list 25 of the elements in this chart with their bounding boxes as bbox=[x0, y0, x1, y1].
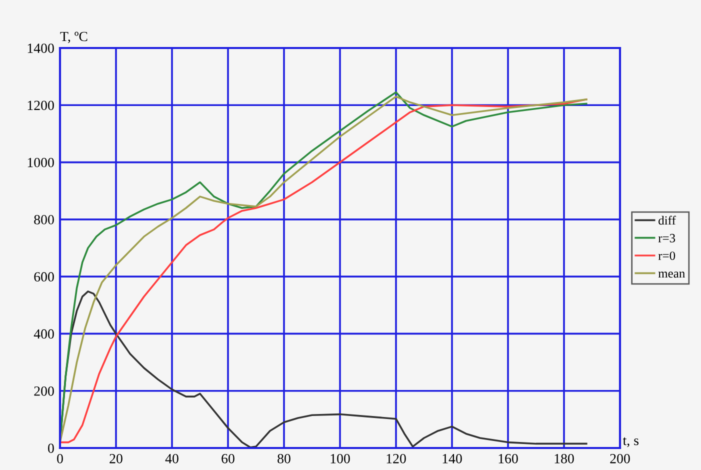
x-tick-label: 120 bbox=[386, 454, 406, 464]
y-tick-label: 1400 bbox=[28, 44, 54, 53]
x-tick-label: 100 bbox=[330, 454, 350, 464]
x-tick-label: 0 bbox=[57, 454, 63, 464]
legend-label: r=0 bbox=[658, 252, 676, 260]
x-tick-label: 160 bbox=[498, 454, 518, 464]
x-tick-label: 200 bbox=[610, 454, 630, 464]
x-tick-label: 180 bbox=[554, 454, 574, 464]
legend-label: diff bbox=[658, 216, 676, 225]
x-tick-label: 60 bbox=[222, 454, 234, 464]
y-tick-label: 0 bbox=[48, 444, 54, 453]
y-tick-label: 200 bbox=[34, 386, 54, 396]
x-axis-title: t, s bbox=[622, 437, 639, 448]
x-tick-label: 20 bbox=[110, 454, 122, 464]
y-tick-label: 800 bbox=[34, 215, 54, 224]
y-tick-label: 600 bbox=[34, 272, 54, 282]
legend-label: r=3 bbox=[658, 234, 676, 242]
legend-label: mean bbox=[658, 272, 685, 278]
x-tick-label: 40 bbox=[165, 454, 178, 464]
y-axis-title: T, ºC bbox=[60, 32, 88, 44]
y-tick-label: 1200 bbox=[28, 100, 54, 110]
x-tick-label: 140 bbox=[442, 454, 462, 464]
y-tick-label: 1000 bbox=[28, 158, 54, 168]
x-tick-label: 80 bbox=[278, 454, 290, 464]
y-tick-label: 400 bbox=[34, 329, 54, 339]
